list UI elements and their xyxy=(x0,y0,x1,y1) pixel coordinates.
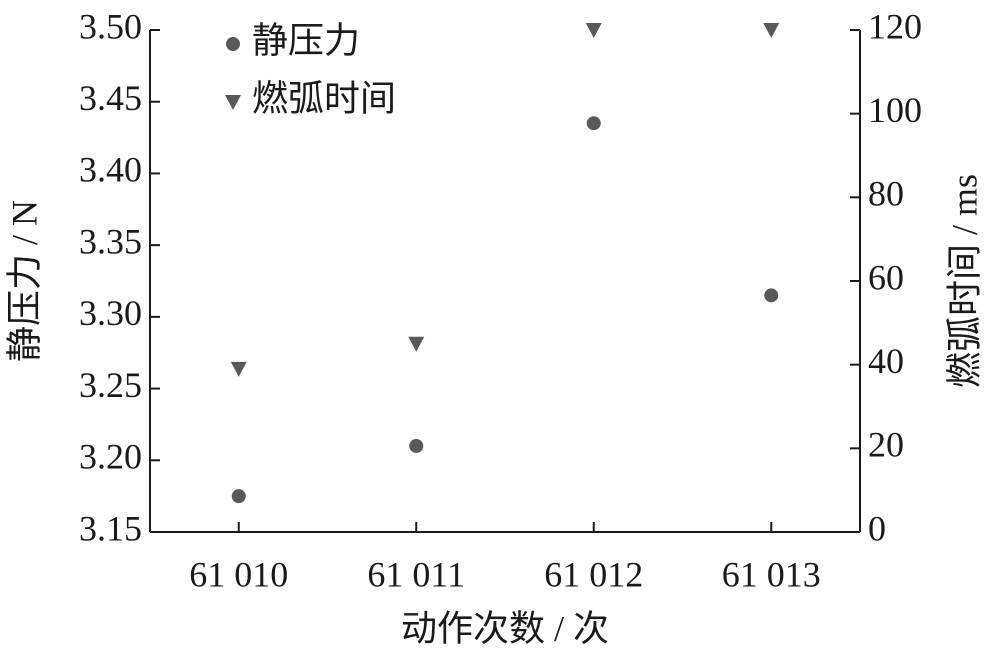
legend-label: 静压力 xyxy=(252,20,360,60)
y2-tick-label: 80 xyxy=(868,174,904,214)
legend-label: 燃弧时间 xyxy=(252,78,396,118)
y-tick-label: 3.40 xyxy=(79,150,142,190)
y2-axis-label: 燃弧时间 / ms xyxy=(944,174,984,388)
point xyxy=(764,288,779,303)
y-tick-label: 3.45 xyxy=(79,78,142,118)
point xyxy=(763,23,780,38)
x-tick-label: 61 013 xyxy=(722,554,821,594)
y-tick-label: 3.20 xyxy=(79,437,142,477)
point xyxy=(585,23,602,38)
y2-tick-label: 20 xyxy=(868,425,904,465)
point xyxy=(231,489,246,504)
x-tick-label: 61 011 xyxy=(367,554,465,594)
point xyxy=(408,336,425,352)
y-tick-label: 3.30 xyxy=(79,293,142,333)
x-tick-label: 61 010 xyxy=(189,554,288,594)
y2-tick-label: 40 xyxy=(868,341,904,381)
x-axis-label: 动作次数 / 次 xyxy=(401,608,609,648)
y-tick-label: 3.35 xyxy=(79,221,142,261)
point xyxy=(586,116,601,131)
x-tick-label: 61 012 xyxy=(544,554,643,594)
legend-marker xyxy=(226,37,240,51)
y-tick-label: 3.50 xyxy=(79,6,142,46)
legend-marker xyxy=(225,95,241,110)
y2-tick-label: 120 xyxy=(868,6,922,46)
y2-tick-label: 0 xyxy=(868,508,886,548)
y-tick-label: 3.25 xyxy=(79,365,142,405)
point xyxy=(409,438,424,453)
y-tick-label: 3.15 xyxy=(79,508,142,548)
point xyxy=(230,361,247,377)
y2-tick-label: 100 xyxy=(868,90,922,130)
y2-tick-label: 60 xyxy=(868,257,904,297)
y-axis-label: 静压力 / N xyxy=(4,200,44,362)
